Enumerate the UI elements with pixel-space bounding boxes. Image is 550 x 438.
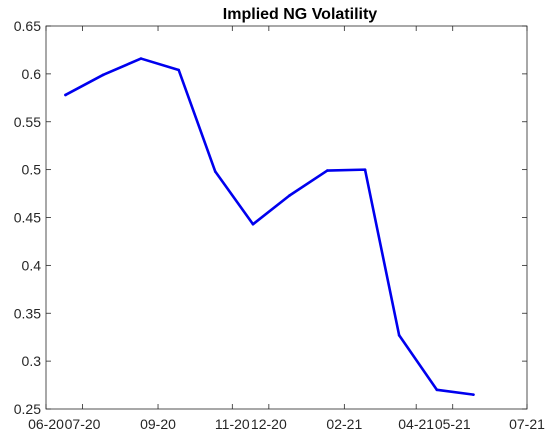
data-point [288, 194, 291, 197]
x-tick-label: 06-20 [28, 416, 64, 432]
data-point [139, 57, 143, 60]
x-tick-label: 09-20 [140, 416, 176, 432]
x-tick-label: 07-20 [65, 416, 101, 432]
y-tick-label: 0.45 [14, 210, 41, 226]
x-tick-label: 05-21 [435, 416, 471, 432]
series-line [64, 57, 475, 396]
chart-title: Implied NG Volatility [223, 6, 377, 23]
y-tick-label: 0.4 [22, 257, 42, 273]
series-layer [64, 57, 475, 396]
y-tick-label: 0.6 [22, 66, 42, 82]
x-tick-label: 04-21 [398, 416, 434, 432]
data-point [325, 169, 329, 172]
y-tick-label: 0.35 [14, 305, 41, 321]
y-tick-label: 0.65 [14, 18, 41, 34]
y-tick-label: 0.55 [14, 114, 41, 130]
data-point [101, 73, 105, 77]
plot-frame [45, 25, 528, 410]
data-point [251, 222, 255, 226]
data-point [213, 170, 217, 173]
data-point [363, 168, 367, 171]
data-point [435, 388, 439, 392]
y-tick-label: 0.5 [22, 162, 42, 178]
x-tick-label: 12-20 [251, 416, 287, 432]
data-point [64, 93, 67, 97]
x-tick-label: 07-21 [509, 416, 545, 432]
y-tick-label: 0.25 [14, 401, 41, 417]
x-tick-label: 11-20 [215, 416, 250, 432]
data-point [397, 333, 401, 337]
x-tick-label: 02-21 [326, 416, 362, 432]
y-tick-label: 0.3 [22, 353, 42, 369]
data-point [177, 68, 181, 72]
data-point [472, 393, 475, 396]
axes [45, 25, 528, 410]
